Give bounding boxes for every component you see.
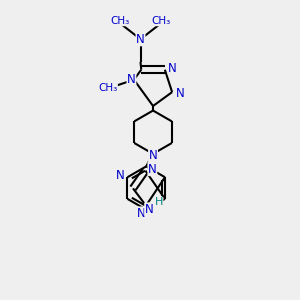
Text: N: N [145, 203, 154, 216]
Text: H: H [154, 197, 163, 208]
Text: N: N [127, 73, 136, 86]
Text: CH₃: CH₃ [98, 83, 117, 93]
Text: N: N [137, 207, 146, 220]
Text: N: N [149, 149, 158, 162]
Text: CH₃: CH₃ [152, 16, 171, 26]
Text: N: N [136, 33, 145, 46]
Text: CH₃: CH₃ [110, 16, 130, 26]
Text: N: N [148, 163, 157, 176]
Text: N: N [116, 169, 125, 182]
Text: N: N [168, 61, 177, 75]
Text: N: N [176, 87, 184, 100]
